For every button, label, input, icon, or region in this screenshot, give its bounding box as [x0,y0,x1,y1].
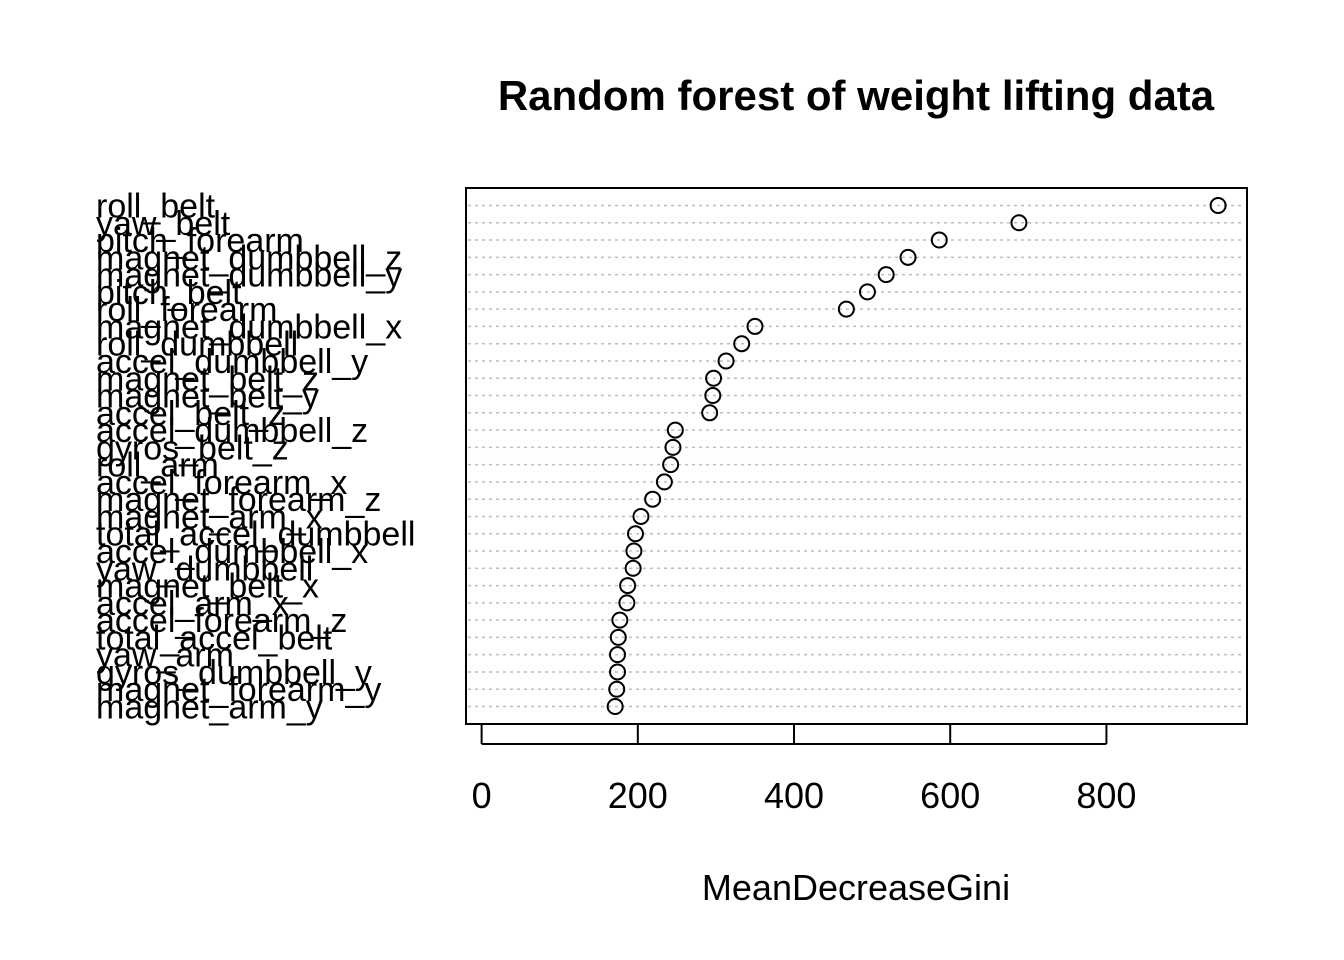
x-tick-label: 400 [764,775,824,816]
data-point [746,317,764,335]
category-label: accel_dumbbell_y [96,343,368,381]
data-point [609,646,627,664]
category-label: roll_forearm [96,291,277,329]
category-label: total_accel_dumbbell [96,516,415,554]
x-axis-label: MeanDecreaseGini [702,867,1010,908]
category-label: yaw_belt [96,205,231,243]
category-label: magnet_belt_x [96,568,319,606]
category-label: total_accel_belt [96,619,333,657]
data-point [899,248,917,266]
data-point [625,542,643,560]
chart-title: Random forest of weight lifting data [498,72,1215,119]
category-label: yaw_dumbbell [96,550,313,588]
data-point [930,231,948,249]
category-label: magnet_dumbbell_z [96,239,402,277]
category-label: magnet_forearm_y [96,671,381,709]
data-point [1209,197,1227,214]
x-tick-label: 0 [472,775,492,816]
category-label: roll_arm [96,447,219,485]
category-label: accel_forearm_x [96,464,347,502]
data-point [664,438,682,456]
data-point [609,663,627,681]
data-point [837,300,855,318]
data-point [618,594,636,612]
data-point [608,680,626,698]
data-point [877,266,895,284]
data-point [662,456,680,474]
category-label: accel_arm_x [96,585,289,623]
category-labels: roll_beltyaw_beltpitch_forearmmagnet_dum… [96,188,415,727]
x-tick-label: 600 [920,775,980,816]
data-point [717,352,735,370]
data-point [611,611,629,629]
data-point [858,283,876,301]
data-point [705,369,723,387]
data-point [609,628,627,646]
data-point [624,559,642,577]
category-label: accel_dumbbell_z [96,412,368,450]
x-tick-label: 200 [608,775,668,816]
x-tick-label: 800 [1076,775,1136,816]
data-point [606,698,624,715]
category-label: roll_belt [96,188,216,226]
plot-frame [465,187,1248,725]
category-label: magnet_forearm_z [96,481,381,519]
data-point [733,335,751,353]
data-point [704,387,722,405]
category-label: accel_dumbbell_x [96,533,368,571]
data-point [644,490,662,508]
data-point [701,404,719,422]
category-label: pitch_forearm [96,222,304,260]
category-label: magnet_dumbbell_x [96,308,402,346]
category-label: magnet_belt_y [96,378,319,416]
data-points [606,197,1227,715]
data-point [1010,214,1028,232]
category-label: roll_dumbbell [96,326,298,364]
data-point [632,507,650,525]
category-label: yaw_arm [96,637,234,675]
data-point [626,525,644,543]
category-label: accel_belt_z [96,395,285,433]
category-label: pitch_belt [96,274,242,312]
category-label: magnet_dumbbell_y [96,257,402,295]
data-point [619,577,637,595]
category-label: gyros_belt_z [96,429,289,467]
category-label: gyros_dumbbell_y [96,654,372,692]
category-label: accel_forearm_z [96,602,347,640]
data-point [655,473,673,491]
category-label: magnet_arm_x [96,498,323,536]
x-axis: 0 200 400 600 800 [472,724,1136,816]
data-point [666,421,684,439]
category-label: magnet_arm_y [96,689,323,727]
category-label: magnet_belt_z [96,360,319,398]
